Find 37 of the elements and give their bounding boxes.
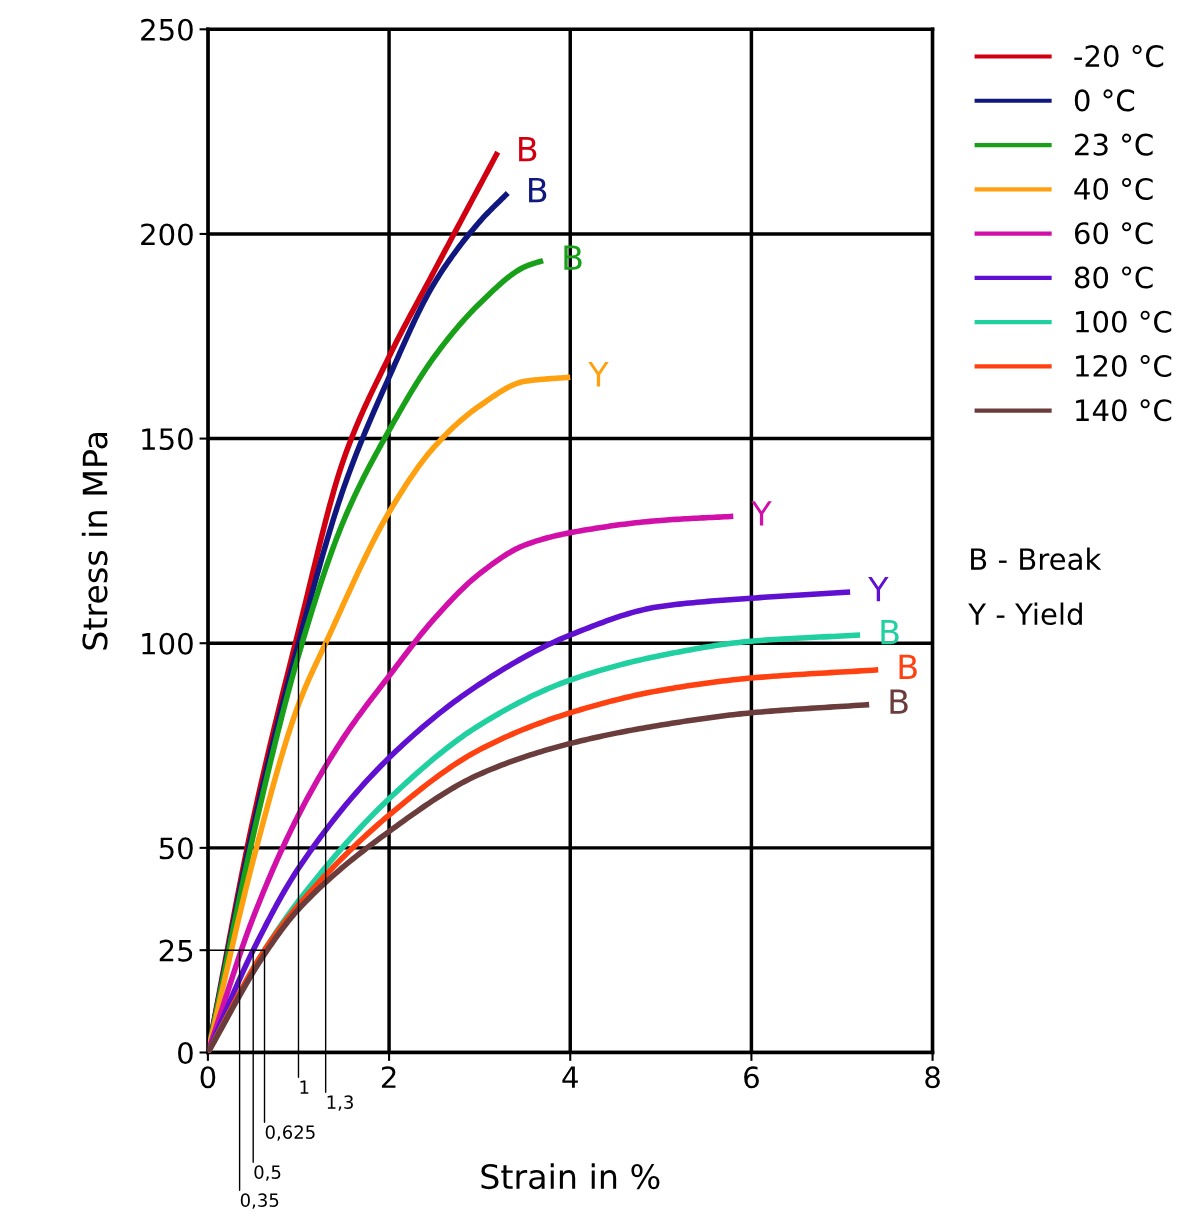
- y-tick-label: 100: [142, 632, 193, 655]
- x-tick-label: 2: [381, 1066, 396, 1088]
- annotation: B: [881, 619, 899, 645]
- annotation: B: [519, 136, 537, 162]
- annotation: B: [899, 654, 917, 680]
- annotation: B: [890, 689, 908, 714]
- legend-label: 140 °C: [1076, 399, 1172, 422]
- y-tick-label: 150: [142, 428, 193, 451]
- annotation: 1: [300, 1080, 309, 1094]
- legend-label: 100 °C: [1076, 310, 1172, 333]
- legend-label: 40 °C: [1074, 177, 1153, 200]
- y-tick-label: 0: [178, 1041, 193, 1064]
- annotation: 0,5: [254, 1165, 281, 1181]
- annotation: 1,3: [327, 1095, 353, 1111]
- y-tick-label: 50: [159, 837, 193, 860]
- x-axis-title: Strain in %: [481, 1163, 660, 1190]
- legend-label: 0 °C: [1074, 89, 1135, 112]
- x-tick-label: 6: [744, 1066, 759, 1089]
- legend-label: -20 °C: [1074, 45, 1164, 68]
- y-axis-title: Stress in MPa: [81, 433, 108, 650]
- legend-label: 23 °C: [1075, 133, 1153, 156]
- annotation: 0,625: [265, 1125, 315, 1141]
- y-tick-label: 250: [141, 18, 193, 41]
- y-tick-label: 200: [141, 223, 193, 246]
- x-tick-label: 8: [925, 1066, 940, 1089]
- text: B - Break: [971, 547, 1102, 571]
- x-tick-label: 4: [562, 1066, 578, 1088]
- legend-label: 120 °C: [1076, 354, 1172, 378]
- text: Y - Yield: [968, 602, 1082, 626]
- y-tick-label: 25: [159, 939, 193, 962]
- legend-label: 80 °C: [1074, 266, 1153, 289]
- annotation: Y: [868, 576, 889, 602]
- legend-label: 60 °C: [1074, 222, 1153, 245]
- annotation: Y: [588, 362, 609, 387]
- annotation: 0,35: [240, 1193, 279, 1209]
- x-tick-label: 0: [200, 1066, 216, 1089]
- annotation: B: [529, 177, 547, 203]
